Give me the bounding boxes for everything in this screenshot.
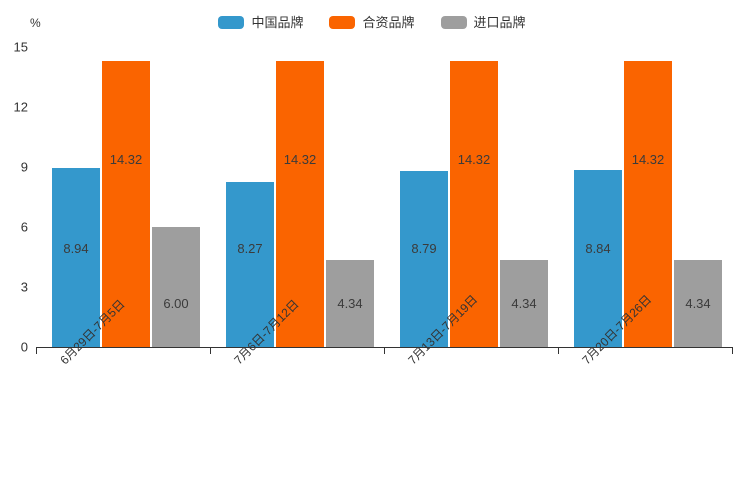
y-axis-tick-label: 9: [20, 159, 28, 175]
legend-swatch-icon: [218, 15, 245, 29]
bar-value-label: 4.34: [685, 296, 711, 311]
bar[interactable]: 14.32: [276, 60, 324, 347]
bar-value-label: 8.27: [237, 241, 263, 256]
bar[interactable]: 6.00: [152, 227, 200, 347]
plot-area: 8.94 14.32 6.00 8.27 14.32 4.34 8.79 14.32 4.34 8…: [36, 47, 732, 347]
y-axis-tick-label: 3: [20, 279, 28, 295]
x-axis-tick-mark: [732, 347, 733, 354]
bar[interactable]: 8.27: [226, 181, 274, 347]
x-axis-tick-mark: [384, 347, 385, 354]
legend-item[interactable]: 合资品牌: [329, 14, 415, 30]
bar[interactable]: 8.79: [400, 171, 448, 347]
x-axis-tick-mark: [210, 347, 211, 354]
y-axis-tick-label: 6: [20, 219, 28, 235]
bar[interactable]: 14.32: [624, 60, 672, 347]
legend-item[interactable]: 进口品牌: [440, 14, 526, 30]
legend-swatch-icon: [329, 15, 356, 29]
bar-value-label: 4.34: [337, 296, 363, 311]
legend-item-label: 中国品牌: [251, 14, 304, 30]
bar-value-label: 14.32: [631, 151, 665, 167]
y-axis-unit-label: %: [30, 16, 41, 30]
x-axis-tick-mark: [558, 347, 559, 354]
bar[interactable]: 4.34: [500, 260, 548, 347]
bar[interactable]: 4.34: [674, 260, 722, 347]
bar[interactable]: 8.84: [574, 170, 622, 347]
bar-value-label: 14.32: [457, 151, 491, 167]
bar[interactable]: 14.32: [102, 60, 150, 347]
bar[interactable]: 4.34: [326, 260, 374, 347]
bar-value-label: 8.79: [411, 241, 437, 256]
chart-legend: 中国品牌 合资品牌 进口品牌: [0, 11, 744, 33]
bar-value-label: 4.34: [511, 296, 537, 311]
bar-value-label: 14.32: [109, 151, 143, 167]
x-axis-tick-mark: [36, 347, 37, 354]
bar-value-label: 8.84: [585, 241, 611, 256]
bar[interactable]: 8.94: [52, 168, 100, 347]
bar-value-label: 14.32: [283, 151, 317, 167]
y-axis-tick-label: 15: [13, 39, 28, 55]
y-axis-tick-label: 12: [13, 99, 28, 115]
bar-value-label: 6.00: [163, 296, 189, 311]
legend-swatch-icon: [440, 15, 467, 29]
y-axis-tick-label: 0: [20, 339, 28, 355]
legend-item-label: 合资品牌: [362, 14, 415, 30]
legend-item[interactable]: 中国品牌: [218, 14, 304, 30]
bar[interactable]: 14.32: [450, 60, 498, 347]
bar-value-label: 8.94: [63, 241, 89, 256]
legend-item-label: 进口品牌: [473, 14, 526, 30]
